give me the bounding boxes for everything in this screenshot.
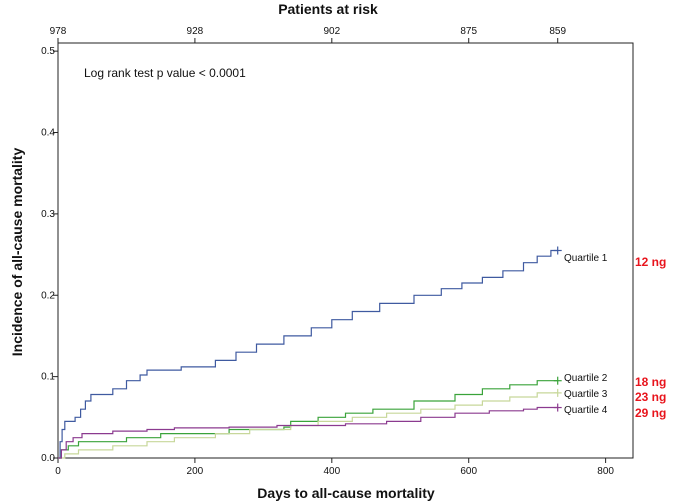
y-tick-label: 0.4: [41, 128, 55, 139]
series-line-1: [58, 249, 558, 459]
series-layer: [58, 246, 562, 459]
plot-area-frame: [57, 42, 634, 459]
at-risk-label: 859: [549, 26, 566, 37]
series-dose-label: 18 ng: [635, 375, 666, 389]
chart-title: Patients at risk: [278, 1, 378, 17]
y-axis-label: Incidence of all-cause mortality: [9, 148, 25, 357]
series-name-label: Quartile 2: [564, 373, 608, 384]
y-tick-label: 0.2: [41, 290, 55, 301]
x-tick-label: 600: [460, 466, 477, 477]
at-risk-label: 875: [460, 26, 477, 37]
y-tick-label: 0.5: [41, 46, 55, 57]
series-line-2: [58, 380, 558, 459]
y-tick-label: 0.3: [41, 209, 55, 220]
series-name-label: Quartile 3: [564, 389, 608, 400]
x-axis-label: Days to all-cause mortality: [257, 485, 435, 501]
log-rank-annotation: Log rank test p value < 0.0001: [84, 66, 246, 80]
series-label-layer: Quartile 1 12 ng Quartile 2 18 ng Quartile 3…: [564, 253, 666, 420]
series-name-label: Quartile 4: [564, 405, 608, 416]
series-dose-label: 23 ng: [635, 390, 666, 404]
series-line-4: [58, 406, 558, 459]
at-risk-label: 978: [50, 26, 67, 37]
at-risk-label: 902: [323, 26, 340, 37]
axis-layer: 0 200 400 600 800 0.0 0.1 0.2 0.3 0.4 0.5 978 928 902…: [41, 26, 614, 477]
x-tick-label: 200: [187, 466, 204, 477]
y-tick-label: 0.1: [41, 372, 55, 383]
x-tick-label: 0: [55, 466, 61, 477]
y-tick-label: 0.0: [41, 453, 55, 464]
at-risk-label: 928: [187, 26, 204, 37]
x-tick-label: 800: [597, 466, 614, 477]
series-name-label: Quartile 1: [564, 253, 608, 264]
x-tick-label: 400: [323, 466, 340, 477]
series-dose-label: 12 ng: [635, 255, 666, 269]
series-dose-label: 29 ng: [635, 406, 666, 420]
